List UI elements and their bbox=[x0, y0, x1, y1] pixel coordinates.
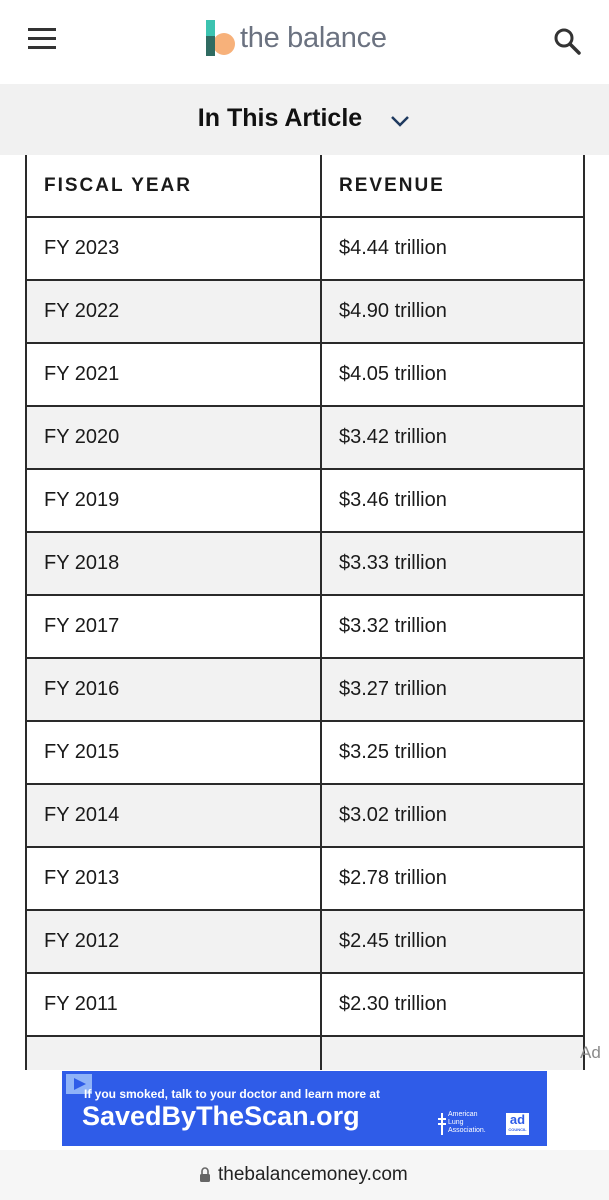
ad-label: Ad bbox=[580, 1043, 601, 1062]
revenue: $2.78 trillion bbox=[320, 846, 585, 911]
table-row: FY 2023 $4.44 trillion bbox=[25, 216, 585, 281]
logo-icon[interactable] bbox=[204, 20, 236, 58]
revenue: $3.33 trillion bbox=[320, 531, 585, 596]
empty-cell bbox=[320, 1035, 585, 1070]
revenue: $2.30 trillion bbox=[320, 972, 585, 1037]
empty-cell bbox=[25, 1035, 322, 1070]
column-header: REVENUE bbox=[320, 155, 585, 218]
revenue: $3.32 trillion bbox=[320, 594, 585, 659]
table-row-partial bbox=[25, 1035, 585, 1070]
ad-council-logo: ad COUNCIL bbox=[506, 1113, 529, 1135]
fiscal-year: FY 2017 bbox=[25, 594, 322, 659]
revenue: $4.44 trillion bbox=[320, 216, 585, 281]
fiscal-year: FY 2019 bbox=[25, 468, 322, 533]
fiscal-year: FY 2022 bbox=[25, 279, 322, 344]
table-row: FY 2015 $3.25 trillion bbox=[25, 720, 585, 785]
sponsor-line: American bbox=[448, 1111, 478, 1118]
fiscal-year: FY 2016 bbox=[25, 657, 322, 722]
column-header: FISCAL YEAR bbox=[25, 155, 322, 218]
table-row: FY 2012 $2.45 trillion bbox=[25, 909, 585, 974]
fiscal-year: FY 2023 bbox=[25, 216, 322, 281]
revenue: $3.27 trillion bbox=[320, 657, 585, 722]
table-row: FY 2018 $3.33 trillion bbox=[25, 531, 585, 596]
toc-bar[interactable]: In This Article bbox=[0, 84, 609, 155]
fiscal-year: FY 2011 bbox=[25, 972, 322, 1037]
table-container: FISCAL YEAR REVENUE FY 2023 $4.44 trillio… bbox=[25, 155, 585, 1070]
council-text: ad bbox=[509, 1112, 526, 1127]
ad-choice-icon[interactable] bbox=[66, 1074, 92, 1094]
fiscal-year: FY 2018 bbox=[25, 531, 322, 596]
logo[interactable]: the balance bbox=[240, 22, 387, 54]
ad-sponsor: American Lung Association. bbox=[448, 1111, 498, 1135]
chevron[interactable] bbox=[390, 114, 410, 128]
revenue: $3.02 trillion bbox=[320, 783, 585, 848]
lung-cross bbox=[438, 1113, 446, 1135]
table-row: FY 2016 $3.27 trillion bbox=[25, 657, 585, 722]
revenue: $2.45 trillion bbox=[320, 909, 585, 974]
fiscal-year: FY 2021 bbox=[25, 342, 322, 407]
table-row: FY 2019 $3.46 trillion bbox=[25, 468, 585, 533]
revenue: $3.46 trillion bbox=[320, 468, 585, 533]
revenue-table: FISCAL YEAR REVENUE FY 2023 $4.44 trillio… bbox=[25, 155, 585, 1070]
revenue: $4.05 trillion bbox=[320, 342, 585, 407]
table-body: FY 2023 $4.44 trillion FY 2022 $4.90 trilli… bbox=[25, 216, 585, 1070]
ad-text: If you smoked, talk to your doctor and l… bbox=[84, 1087, 381, 1101]
revenue: $3.25 trillion bbox=[320, 720, 585, 785]
table-row: FY 2013 $2.78 trillion bbox=[25, 846, 585, 911]
fiscal-year: FY 2014 bbox=[25, 783, 322, 848]
header-row: FISCAL YEAR REVENUE bbox=[25, 155, 585, 218]
fiscal-year: FY 2020 bbox=[25, 405, 322, 470]
fiscal-year: FY 2012 bbox=[25, 909, 322, 974]
fiscal-year: FY 2015 bbox=[25, 720, 322, 785]
table-row: FY 2014 $3.02 trillion bbox=[25, 783, 585, 848]
header: the balance bbox=[0, 0, 609, 84]
fiscal-year: FY 2013 bbox=[25, 846, 322, 911]
menu-button[interactable] bbox=[28, 28, 56, 50]
table-row: FY 2020 $3.42 trillion bbox=[25, 405, 585, 470]
revenue: $4.90 trillion bbox=[320, 279, 585, 344]
url[interactable]: thebalancemoney.com bbox=[218, 1164, 408, 1185]
sponsor-line: Association. bbox=[448, 1127, 486, 1134]
search-button[interactable] bbox=[553, 27, 581, 55]
table-row: FY 2017 $3.32 trillion bbox=[25, 594, 585, 659]
council-text: COUNCIL bbox=[508, 1127, 527, 1132]
lock-icon bbox=[200, 1167, 210, 1182]
table-row: FY 2021 $4.05 trillion bbox=[25, 342, 585, 407]
sponsor-line: Lung bbox=[448, 1119, 464, 1126]
ad-banner[interactable]: If you smoked, talk to your doctor and l… bbox=[62, 1071, 547, 1146]
url-bar[interactable]: thebalancemoney.com bbox=[0, 1150, 609, 1200]
table-row: FY 2022 $4.90 trillion bbox=[25, 279, 585, 344]
ad-headline: SavedByTheScan.org bbox=[82, 1101, 360, 1131]
table-row: FY 2011 $2.30 trillion bbox=[25, 972, 585, 1037]
revenue: $3.42 trillion bbox=[320, 405, 585, 470]
toc-title[interactable]: In This Article bbox=[197, 104, 363, 132]
